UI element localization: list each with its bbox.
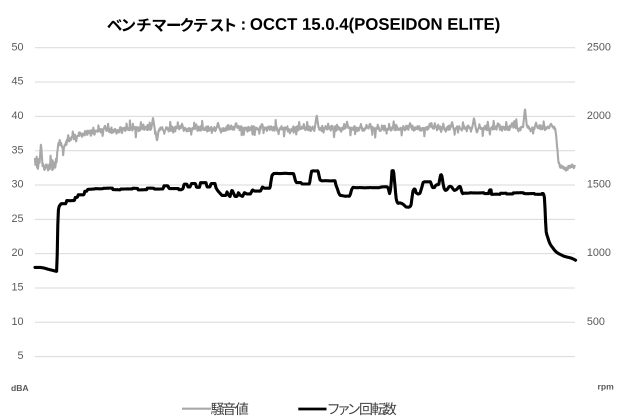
svg-text:45: 45 bbox=[11, 76, 23, 88]
svg-text:rpm: rpm bbox=[598, 381, 615, 391]
svg-text:2000: 2000 bbox=[587, 110, 611, 122]
svg-text:15: 15 bbox=[11, 282, 23, 294]
svg-text:1000: 1000 bbox=[587, 247, 611, 259]
svg-text:50: 50 bbox=[11, 41, 23, 53]
svg-text:30: 30 bbox=[11, 179, 23, 191]
svg-text:10: 10 bbox=[11, 316, 23, 328]
svg-text:dBA: dBA bbox=[11, 383, 29, 393]
svg-text:1500: 1500 bbox=[587, 179, 611, 191]
svg-text:35: 35 bbox=[11, 144, 23, 156]
svg-text:20: 20 bbox=[11, 247, 23, 259]
svg-text:40: 40 bbox=[11, 110, 23, 122]
svg-text:500: 500 bbox=[587, 316, 605, 328]
svg-text:2500: 2500 bbox=[587, 41, 611, 53]
svg-text:25: 25 bbox=[11, 213, 23, 225]
svg-text:5: 5 bbox=[17, 350, 23, 362]
